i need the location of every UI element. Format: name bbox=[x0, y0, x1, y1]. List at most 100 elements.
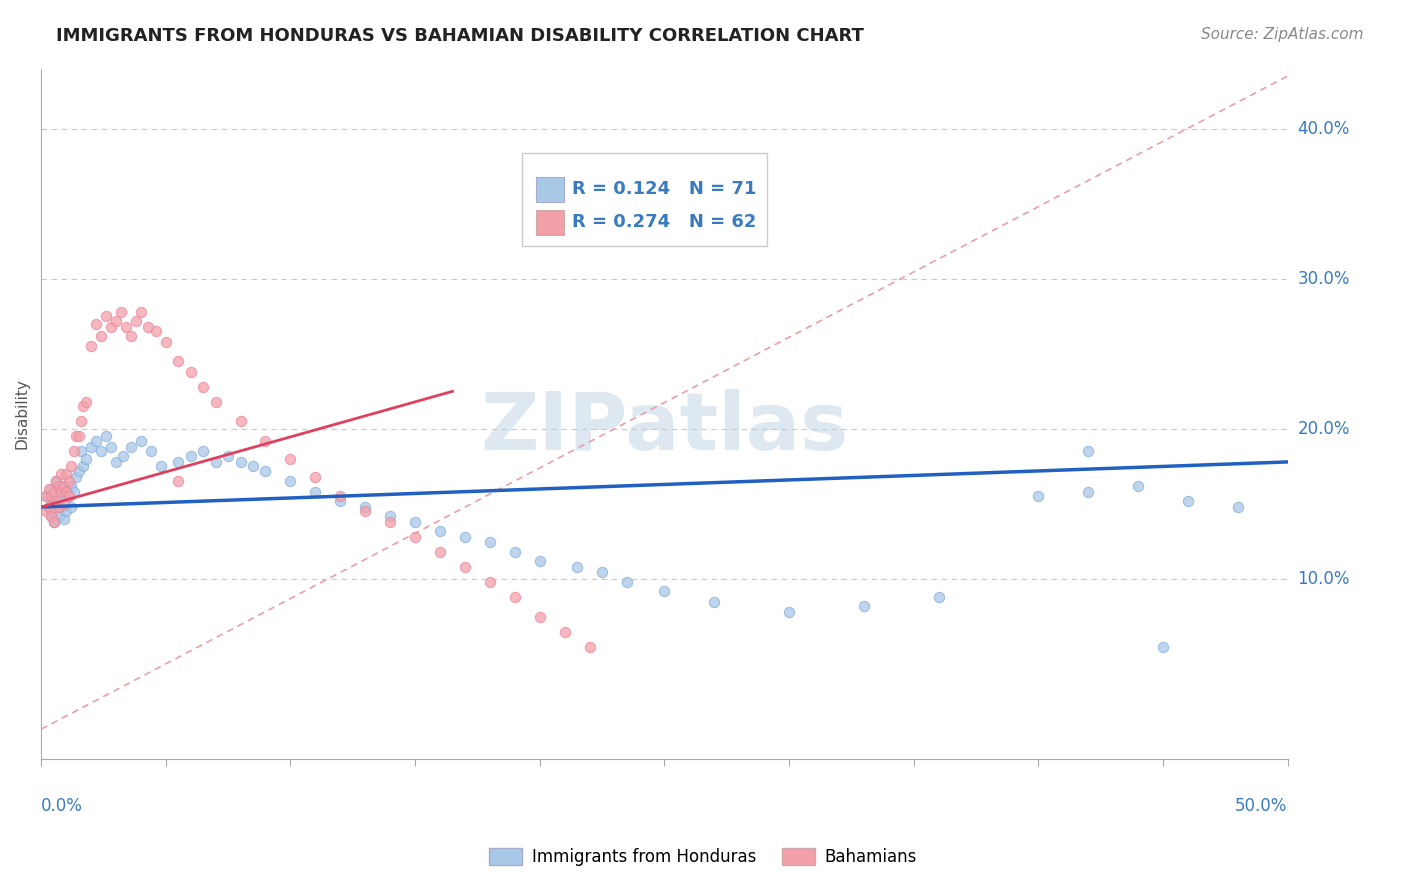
Point bbox=[554, 624, 576, 639]
Point bbox=[304, 485, 326, 500]
Point bbox=[229, 414, 252, 428]
Point bbox=[84, 317, 107, 331]
Point bbox=[129, 305, 152, 319]
Point bbox=[229, 455, 252, 469]
Point bbox=[1126, 479, 1149, 493]
Point bbox=[280, 475, 302, 489]
Point bbox=[94, 429, 117, 443]
Text: Source: ZipAtlas.com: Source: ZipAtlas.com bbox=[1201, 27, 1364, 42]
Point bbox=[80, 339, 103, 353]
Point bbox=[454, 530, 477, 544]
Point bbox=[62, 485, 84, 500]
Point bbox=[104, 314, 127, 328]
Point bbox=[70, 414, 93, 428]
Point bbox=[42, 515, 65, 529]
Point bbox=[52, 479, 75, 493]
Point bbox=[48, 485, 70, 500]
Point bbox=[454, 560, 477, 574]
Point bbox=[62, 444, 84, 458]
Point bbox=[565, 560, 588, 574]
Point bbox=[115, 319, 138, 334]
Point bbox=[39, 508, 62, 523]
Point bbox=[60, 459, 83, 474]
Point bbox=[90, 444, 112, 458]
Point bbox=[80, 440, 103, 454]
Y-axis label: Disability: Disability bbox=[15, 378, 30, 450]
Point bbox=[58, 475, 80, 489]
Point bbox=[67, 429, 90, 443]
Point bbox=[67, 464, 90, 478]
Point bbox=[75, 395, 97, 409]
Point bbox=[52, 479, 75, 493]
Point bbox=[429, 524, 451, 538]
Point bbox=[38, 500, 60, 514]
Point bbox=[45, 494, 67, 508]
Point bbox=[136, 319, 159, 334]
Point bbox=[928, 590, 950, 604]
Text: ZIPatlas: ZIPatlas bbox=[481, 389, 848, 467]
Point bbox=[180, 365, 202, 379]
Point bbox=[129, 434, 152, 448]
Point bbox=[45, 475, 67, 489]
Point bbox=[304, 470, 326, 484]
Point bbox=[180, 449, 202, 463]
Point bbox=[38, 482, 60, 496]
Point bbox=[104, 455, 127, 469]
Point bbox=[404, 515, 426, 529]
Text: 50.0%: 50.0% bbox=[1236, 797, 1288, 814]
Point bbox=[90, 328, 112, 343]
Point bbox=[404, 530, 426, 544]
Point bbox=[72, 459, 94, 474]
Point bbox=[75, 451, 97, 466]
Point bbox=[254, 434, 277, 448]
Point bbox=[145, 324, 167, 338]
Point bbox=[60, 500, 83, 514]
Point bbox=[167, 455, 190, 469]
Point bbox=[42, 500, 65, 514]
Point bbox=[354, 500, 377, 514]
Text: 10.0%: 10.0% bbox=[1298, 570, 1350, 588]
Text: 0.0%: 0.0% bbox=[41, 797, 83, 814]
Point bbox=[1152, 640, 1174, 654]
Point bbox=[378, 515, 401, 529]
Point bbox=[1226, 500, 1249, 514]
Point bbox=[329, 490, 352, 504]
Point bbox=[120, 328, 142, 343]
Point bbox=[1077, 485, 1099, 500]
Point bbox=[100, 319, 122, 334]
Point bbox=[204, 395, 226, 409]
Text: R = 0.124   N = 71: R = 0.124 N = 71 bbox=[572, 180, 756, 198]
Point bbox=[55, 485, 77, 500]
Point bbox=[49, 485, 72, 500]
Point bbox=[478, 534, 501, 549]
Point bbox=[65, 429, 87, 443]
Point bbox=[52, 497, 75, 511]
Point bbox=[55, 467, 77, 481]
Point bbox=[70, 444, 93, 458]
Point bbox=[48, 508, 70, 523]
Point bbox=[703, 594, 725, 608]
Point bbox=[65, 470, 87, 484]
Text: 30.0%: 30.0% bbox=[1298, 269, 1350, 288]
Point bbox=[42, 504, 65, 518]
Point bbox=[49, 490, 72, 504]
Point bbox=[242, 459, 264, 474]
Point bbox=[1077, 444, 1099, 458]
Point bbox=[191, 444, 214, 458]
Point bbox=[217, 449, 239, 463]
Point bbox=[42, 494, 65, 508]
Point bbox=[429, 545, 451, 559]
Point bbox=[35, 490, 58, 504]
Point bbox=[72, 400, 94, 414]
Point bbox=[42, 515, 65, 529]
Point bbox=[149, 459, 172, 474]
Point bbox=[155, 334, 177, 349]
Point bbox=[39, 508, 62, 523]
Point bbox=[35, 504, 58, 518]
Point bbox=[852, 599, 875, 613]
Point bbox=[503, 590, 526, 604]
Point bbox=[52, 512, 75, 526]
Point bbox=[529, 609, 551, 624]
Point bbox=[39, 490, 62, 504]
Point bbox=[354, 504, 377, 518]
